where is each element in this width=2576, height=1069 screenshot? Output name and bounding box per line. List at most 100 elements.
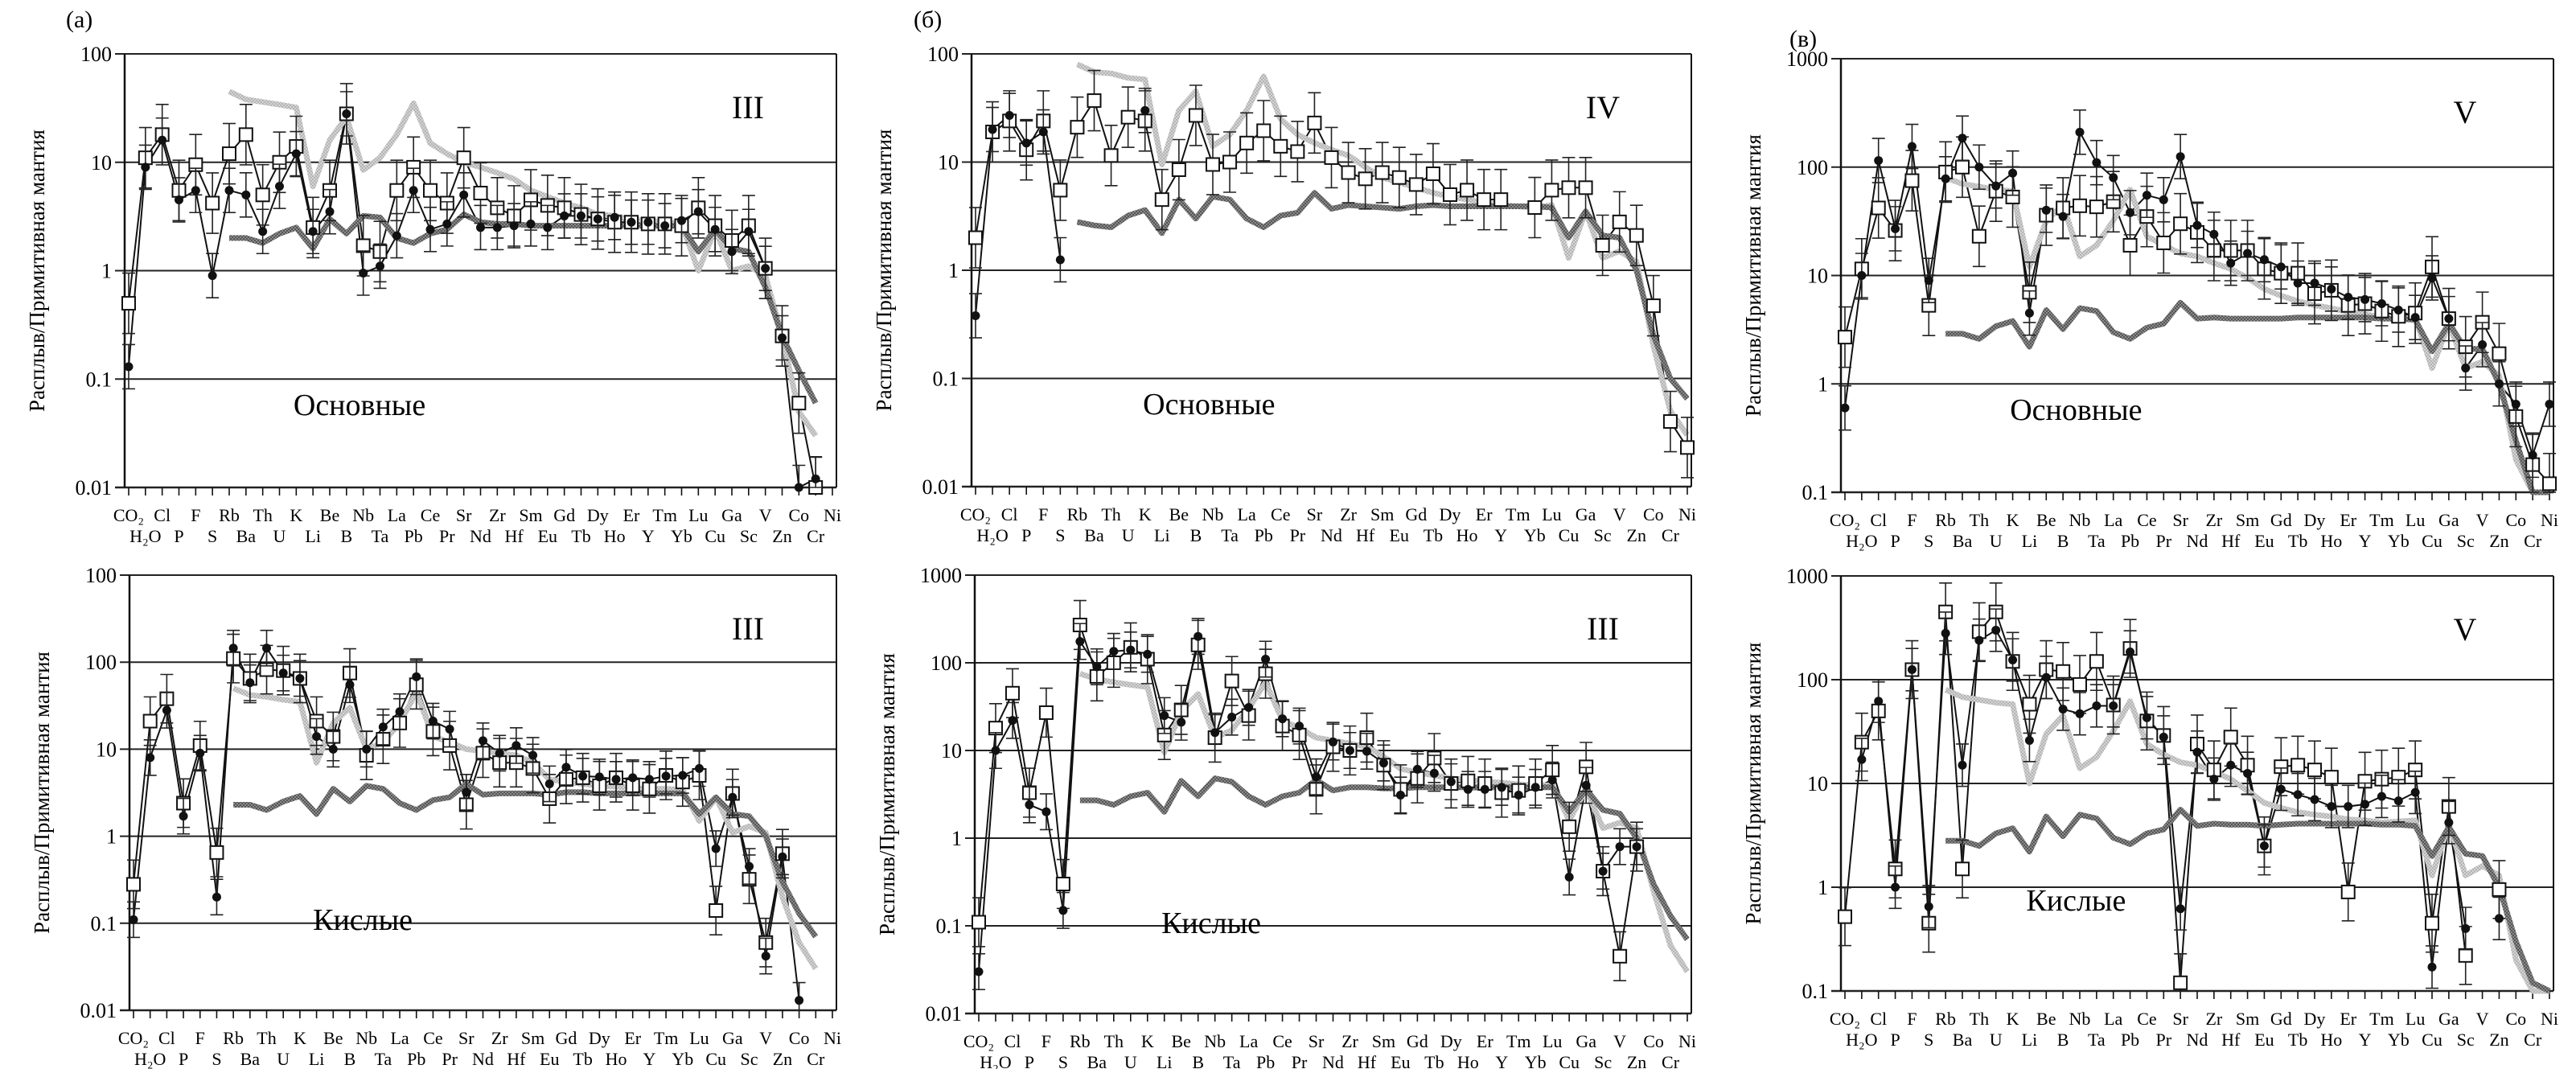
x-tick-label: H₂O (129, 526, 161, 546)
x-tick-label: F (1907, 1009, 1917, 1029)
x-tick-label: Cr (807, 526, 825, 546)
data-point-dot (1632, 842, 1641, 852)
x-tick-label: Dy (2304, 1009, 2326, 1029)
x-tick-label: CO₂ (960, 504, 991, 524)
y-axis-title: Расплыв/Примитивная мантия (872, 130, 896, 412)
x-tick-label: Tb (1424, 525, 1443, 545)
data-point-dot (678, 771, 688, 780)
x-tick-label: Li (309, 1049, 325, 1069)
data-point-square (1544, 183, 1559, 198)
x-tick-label: Rb (1070, 1031, 1091, 1051)
data-point-square (1595, 238, 1610, 253)
series-line (133, 656, 783, 944)
data-point-dot (2142, 191, 2151, 200)
data-point-square (2307, 763, 2322, 778)
x-tick-label: Hf (505, 526, 524, 546)
data-point-dot (1991, 181, 2001, 191)
data-point-dot (971, 311, 980, 321)
x-tick-label: S (212, 1049, 221, 1069)
data-point-dot (445, 724, 454, 734)
x-tick-label: Ce (1272, 1031, 1292, 1051)
data-point-dot (1244, 702, 1254, 712)
y-tick-label: 1 (101, 260, 112, 283)
data-point-square (1358, 171, 1373, 187)
data-point-dot (2344, 802, 2353, 812)
x-tick-label: H₂O (1846, 1030, 1877, 1050)
data-point-dot (711, 844, 721, 853)
x-tick-label: Rb (1935, 510, 1956, 530)
data-point-square (2492, 882, 2507, 897)
x-tick-label: Ga (2438, 510, 2459, 530)
x-tick-label: P (1890, 531, 1900, 551)
x-tick-label: V (759, 1028, 772, 1048)
data-point-dot (1261, 654, 1271, 664)
x-tick-label: Sc (2457, 531, 2475, 551)
data-point-square (791, 396, 807, 411)
x-tick-label: Sr (2172, 1009, 2188, 1029)
x-tick-label: Pr (442, 1049, 458, 1069)
x-tick-label: Ba (1084, 525, 1104, 545)
x-tick-label: Ta (1223, 1052, 1241, 1069)
x-tick-label: S (1058, 1052, 1068, 1069)
data-point-dot (991, 746, 1000, 755)
x-tick-label: Sr (458, 1028, 475, 1048)
data-point-square (1955, 159, 1970, 175)
data-point-dot (1958, 760, 1967, 770)
data-point-dot (2276, 784, 2286, 794)
y-tick-label: 10 (941, 739, 962, 763)
data-point-dot (710, 224, 720, 234)
data-point-dot (761, 264, 770, 273)
x-tick-label: V (1613, 1031, 1626, 1051)
x-tick-label: Y (642, 526, 655, 546)
x-tick-label: H₂O (980, 1052, 1011, 1069)
x-tick-label: K (294, 1028, 306, 1048)
x-tick-label: Cu (2422, 1030, 2442, 1050)
data-point-square (1629, 228, 1644, 243)
markers-squares (1838, 582, 2507, 992)
x-tick-label: Zn (773, 1049, 792, 1069)
data-point-dot (476, 223, 485, 232)
x-tick-label: Tm (652, 505, 677, 525)
x-tick-label: Zr (2205, 510, 2222, 530)
rock-type-label: Кислые (1161, 907, 1261, 940)
data-point-dot (2192, 747, 2202, 757)
data-point-dot (2393, 305, 2403, 315)
x-tick-label: Yb (2388, 1030, 2410, 1050)
series-reference-upper (228, 88, 819, 438)
data-point-dot (2393, 796, 2403, 806)
data-point-dot (1446, 777, 1456, 787)
y-tick-label: 10 (91, 151, 112, 175)
data-point-square (1053, 183, 1068, 198)
data-point-dot (2360, 294, 2370, 304)
x-tick-label: Y (2359, 1030, 2372, 1050)
x-tick-label: Yb (2388, 531, 2410, 551)
data-point-square (1256, 123, 1272, 138)
x-tick-label: Cu (705, 526, 725, 546)
x-tick-label: Th (1101, 504, 1120, 524)
data-point-dot (2058, 212, 2068, 221)
data-point-dot (141, 162, 150, 172)
x-tick-label: Sm (519, 505, 542, 525)
x-tick-label: Cu (1559, 1052, 1580, 1069)
x-tick-label: V (1613, 504, 1626, 524)
data-point-dot (2209, 229, 2219, 239)
data-point-dot (528, 750, 538, 760)
x-tick-label: Ba (240, 1049, 261, 1069)
data-point-dot (2226, 258, 2236, 268)
data-point-square (1103, 148, 1119, 163)
rock-type-label: Кислые (313, 903, 413, 937)
x-tick-label: Tb (2288, 531, 2307, 551)
x-tick-label: Ga (1576, 1031, 1596, 1051)
markers-dots (972, 618, 1644, 991)
x-tick-label: Ce (2137, 510, 2156, 530)
x-tick-label: La (388, 505, 406, 525)
x-tick-label: B (340, 526, 352, 546)
x-tick-label: Pr (439, 526, 455, 546)
data-point-square (1838, 909, 1852, 924)
data-point-square (1391, 170, 1407, 185)
x-tick-label: Dy (1440, 1031, 1462, 1051)
data-point-dot (2377, 791, 2386, 801)
markers-dots (1839, 109, 2556, 479)
x-tick-label: Sr (1307, 504, 1323, 524)
x-tick-label: Hf (2221, 531, 2241, 551)
